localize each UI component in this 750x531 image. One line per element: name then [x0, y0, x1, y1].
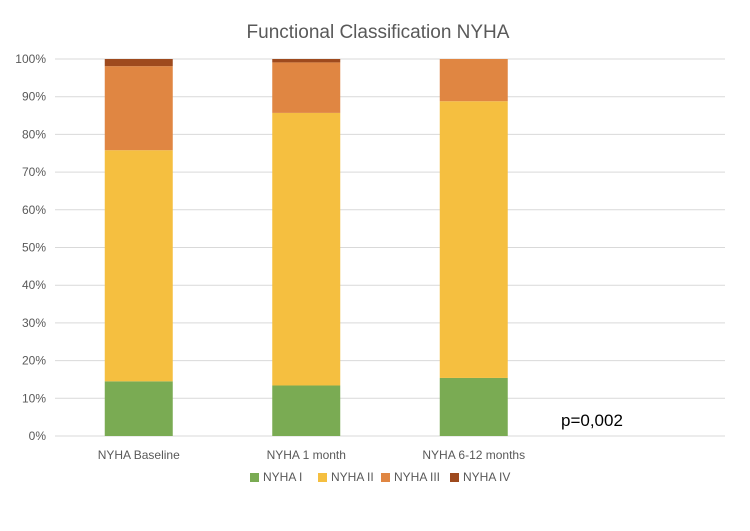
legend-swatch — [450, 473, 459, 482]
bar-segment — [104, 381, 173, 436]
chart-title: Functional Classification NYHA — [247, 22, 510, 43]
y-tick-label: 90% — [22, 90, 46, 104]
bar-segment — [439, 377, 508, 436]
legend-label: NYHA I — [263, 470, 302, 484]
legend-swatch — [318, 473, 327, 482]
bar-segment — [272, 59, 341, 63]
y-tick-label: 60% — [22, 203, 46, 217]
p-value-annotation: p=0,002 — [561, 411, 623, 430]
x-axis-tick-labels: NYHA Baseline NYHA 1 month NYHA 6-12 month… — [98, 448, 525, 462]
legend: NYHA I NYHA II NYHA III NYHA IV — [250, 470, 510, 484]
bar-segment — [272, 385, 341, 436]
y-tick-label: 50% — [22, 241, 46, 255]
bar-segment — [104, 66, 173, 151]
legend-item: NYHA I — [250, 470, 302, 484]
legend-item: NYHA II — [318, 470, 374, 484]
y-tick-label: 40% — [22, 278, 46, 292]
bar-segment — [104, 150, 173, 382]
y-tick-label: 80% — [22, 127, 46, 141]
x-tick-label: NYHA 6-12 months — [422, 448, 525, 462]
y-tick-label: 10% — [22, 391, 46, 405]
legend-item: NYHA IV — [450, 470, 510, 484]
bar-segment — [272, 62, 341, 113]
bar-segment — [104, 59, 173, 67]
x-tick-label: NYHA Baseline — [98, 448, 180, 462]
y-tick-label: 100% — [15, 52, 46, 66]
bar-segment — [439, 101, 508, 378]
legend-label: NYHA IV — [463, 470, 510, 484]
y-tick-label: 0% — [29, 429, 47, 443]
y-tick-label: 20% — [22, 354, 46, 368]
legend-label: NYHA II — [331, 470, 374, 484]
legend-label: NYHA III — [394, 470, 440, 484]
legend-swatch — [381, 473, 390, 482]
legend-swatch — [250, 473, 259, 482]
x-tick-label: NYHA 1 month — [267, 448, 346, 462]
y-tick-label: 70% — [22, 165, 46, 179]
y-axis-tick-labels: 0% 10% 20% 30% 40% 50% 60% 70% 80% 90% 100% — [15, 52, 46, 443]
bar-segment — [272, 112, 341, 386]
legend-item: NYHA III — [381, 470, 440, 484]
bars — [104, 59, 508, 436]
bar-segment — [439, 59, 508, 102]
y-tick-label: 30% — [22, 316, 46, 330]
